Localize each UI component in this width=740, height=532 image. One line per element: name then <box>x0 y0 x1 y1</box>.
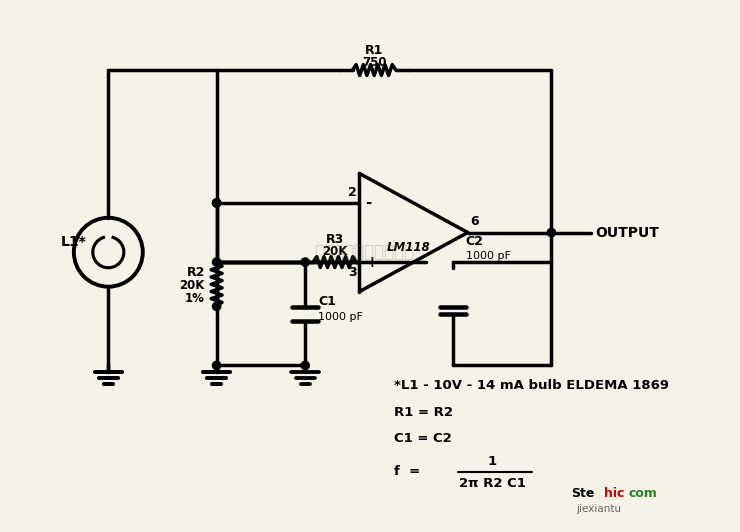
Text: 杭州将富科技有限公司: 杭州将富科技有限公司 <box>314 243 414 261</box>
Text: R3: R3 <box>326 234 344 246</box>
Text: 1: 1 <box>488 455 497 469</box>
Text: 1000 pF: 1000 pF <box>465 251 511 261</box>
Text: +: + <box>366 254 378 270</box>
Text: Ste: Ste <box>571 487 594 500</box>
Circle shape <box>212 199 221 207</box>
Circle shape <box>212 361 221 370</box>
Text: C2: C2 <box>465 235 484 248</box>
Text: R1 = R2: R1 = R2 <box>394 406 453 419</box>
Text: R2: R2 <box>186 266 205 279</box>
Text: f  =: f = <box>394 466 420 478</box>
Text: L1*: L1* <box>61 235 87 250</box>
Circle shape <box>301 258 309 266</box>
Circle shape <box>212 199 221 207</box>
Text: R1: R1 <box>365 44 383 57</box>
Text: 20K: 20K <box>322 245 348 258</box>
Text: 2π R2 C1: 2π R2 C1 <box>459 477 525 490</box>
Text: OUTPUT: OUTPUT <box>596 226 659 239</box>
Circle shape <box>548 228 556 237</box>
Circle shape <box>212 302 221 311</box>
Text: 1%: 1% <box>185 292 205 304</box>
Text: *L1 - 10V - 14 mA bulb ELDEMA 1869: *L1 - 10V - 14 mA bulb ELDEMA 1869 <box>394 379 669 392</box>
Text: hic: hic <box>604 487 624 500</box>
Text: -: - <box>366 195 371 211</box>
Text: 1000 pF: 1000 pF <box>318 312 363 322</box>
Circle shape <box>212 258 221 266</box>
Text: 750: 750 <box>362 55 386 69</box>
Text: jiexiantu: jiexiantu <box>576 504 621 514</box>
Text: 3: 3 <box>348 266 357 279</box>
Text: com: com <box>628 487 657 500</box>
Text: C1 = C2: C1 = C2 <box>394 432 451 445</box>
Text: 20K: 20K <box>179 279 205 292</box>
Text: LM118: LM118 <box>387 241 431 254</box>
Text: 6: 6 <box>471 214 480 228</box>
Text: 2: 2 <box>348 186 357 199</box>
Circle shape <box>301 361 309 370</box>
Text: C1: C1 <box>318 295 336 309</box>
